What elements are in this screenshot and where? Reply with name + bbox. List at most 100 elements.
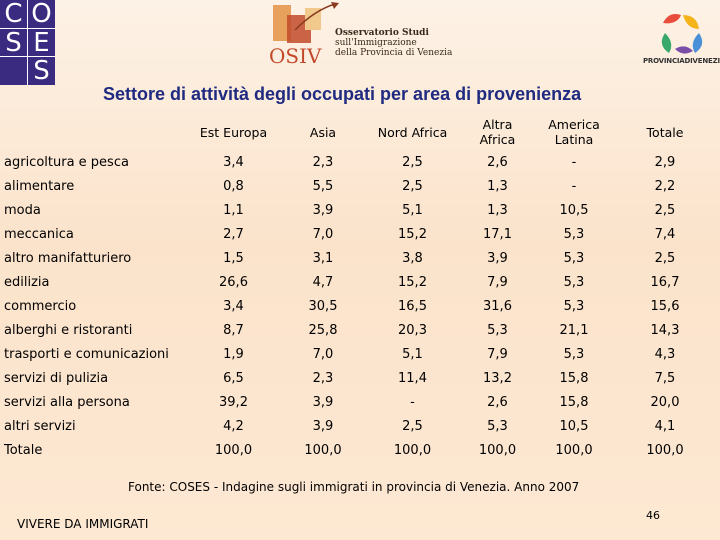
table-cell: 1,9 <box>223 346 244 362</box>
table-cell: - <box>571 154 577 170</box>
table-cell: 2,5 <box>402 178 423 194</box>
row-label: agricoltura e pesca <box>4 154 129 170</box>
column-header: Altra Africa <box>479 117 516 147</box>
table-cell: 3,9 <box>487 250 508 266</box>
table-cell: 4,3 <box>654 346 676 362</box>
page-title: Settore di attività degli occupati per a… <box>103 84 582 104</box>
logo-letter: S <box>33 56 50 86</box>
table-cell: 2,5 <box>402 154 423 170</box>
table-cell: 3,9 <box>312 418 334 434</box>
table-cell: 100,0 <box>478 442 517 458</box>
table-cell: 31,6 <box>483 298 512 314</box>
page-number: 46 <box>646 509 660 522</box>
table-cell: 3,9 <box>312 202 334 218</box>
table-header-row: Est Europa Asia Nord Africa Altra Africa… <box>0 114 713 150</box>
table-cell: 100,0 <box>393 442 432 458</box>
table-row: altri servizi 4,2 3,9 2,5 5,3 10,5 4,1 <box>0 414 713 438</box>
column-header: America Latina <box>548 117 600 147</box>
table-cell: 2,3 <box>312 370 334 386</box>
table-cell: 15,2 <box>398 226 427 242</box>
table-cell: 5,3 <box>487 322 508 338</box>
table-cell: 2,2 <box>654 178 676 194</box>
logo-letter: S <box>5 28 22 58</box>
table-cell: - <box>571 178 577 194</box>
table-cell: 5,5 <box>312 178 334 194</box>
table-row: meccanica 2,7 7,0 15,2 17,1 5,3 7,4 <box>0 222 713 246</box>
table-cell: - <box>410 394 415 410</box>
table-cell: 3,8 <box>402 250 423 266</box>
table-cell: 6,5 <box>223 370 244 386</box>
table-cell: 14,3 <box>650 322 680 338</box>
footer-title: VIVERE DA IMMIGRATI <box>17 517 149 531</box>
table-cell: 30,5 <box>308 298 338 314</box>
table-cell: 100,0 <box>555 442 593 458</box>
row-label: meccanica <box>4 226 74 242</box>
table-cell: 1,1 <box>223 202 244 218</box>
table-cell: 3,4 <box>223 154 244 170</box>
table-row: moda 1,1 3,9 5,1 1,3 10,5 2,5 <box>0 198 713 222</box>
table-cell: 11,4 <box>398 370 427 386</box>
column-header: Nord Africa <box>377 124 448 140</box>
source-note: Fonte: COSES - Indagine sugli immigrati … <box>128 480 580 494</box>
table-cell: 20,3 <box>398 322 427 338</box>
table-cell: 2,5 <box>654 202 676 218</box>
table-cell: 2,7 <box>223 226 244 242</box>
table-cell: 5,3 <box>487 418 508 434</box>
row-label: alimentare <box>4 178 75 194</box>
table-cell: 21,1 <box>559 322 589 338</box>
table-cell: 39,2 <box>219 394 248 410</box>
table-row: altro manifatturiero 1,5 3,1 3,8 3,9 5,3 2,5 <box>0 246 713 270</box>
table-cell: 20,0 <box>650 394 680 410</box>
table-row: Totale 100,0 100,0 100,0 100,0 100,0 100,0 <box>0 438 713 462</box>
table-cell: 15,8 <box>559 370 589 386</box>
column-header: Totale <box>646 124 684 140</box>
row-label: altri servizi <box>4 418 76 434</box>
osiv-text: Osservatorio Studi sull'Immigrazione del… <box>335 28 453 58</box>
provincia-text: PROVINCIADIVENEZIA <box>643 57 720 65</box>
osiv-brand: OSIV <box>269 44 322 68</box>
table-cell: 4,7 <box>312 274 334 290</box>
table-cell: 5,3 <box>563 298 585 314</box>
table-cell: 2,9 <box>654 154 676 170</box>
table-cell: 1,3 <box>487 202 508 218</box>
table-row: edilizia 26,6 4,7 15,2 7,9 5,3 16,7 <box>0 270 713 294</box>
table-cell: 5,1 <box>402 346 423 362</box>
table-cell: 4,2 <box>223 418 244 434</box>
table-cell: 5,3 <box>563 250 585 266</box>
row-label: alberghi e ristoranti <box>4 322 133 338</box>
table-cell: 4,1 <box>654 418 676 434</box>
table-cell: 10,5 <box>559 202 589 218</box>
column-header: Est Europa <box>199 124 268 140</box>
table-cell: 0,8 <box>223 178 244 194</box>
logo-letter: C <box>4 0 23 29</box>
table-cell: 16,7 <box>650 274 680 290</box>
row-label: altro manifatturiero <box>4 250 132 266</box>
table-cell: 2,3 <box>312 154 334 170</box>
logo-letter: O <box>31 0 52 29</box>
row-label: servizi alla persona <box>4 394 130 410</box>
table-cell: 13,2 <box>483 370 512 386</box>
row-label: moda <box>4 202 41 218</box>
table-cell: 3,1 <box>312 250 334 266</box>
table-cell: 2,6 <box>487 394 508 410</box>
table-cell: 25,8 <box>308 322 338 338</box>
table-row: agricoltura e pesca 3,4 2,3 2,5 2,6 - 2,9 <box>0 150 713 174</box>
table-cell: 7,4 <box>654 226 676 242</box>
table-cell: 15,2 <box>398 274 427 290</box>
row-label: commercio <box>4 298 77 314</box>
row-label: edilizia <box>4 274 50 290</box>
table-row: commercio 3,4 30,5 16,5 31,6 5,3 15,6 <box>0 294 713 318</box>
table-row: alimentare 0,8 5,5 2,5 1,3 - 2,2 <box>0 174 713 198</box>
table-cell: 8,7 <box>223 322 244 338</box>
table-row: trasporti e comunicazioni 1,9 7,0 5,1 7,9 5,3… <box>0 342 713 366</box>
table-cell: 1,5 <box>223 250 244 266</box>
table-cell: 2,5 <box>402 418 423 434</box>
row-label: trasporti e comunicazioni <box>4 346 169 362</box>
column-header: Asia <box>309 124 337 140</box>
table-cell: 7,9 <box>487 274 508 290</box>
row-label: servizi di pulizia <box>4 370 109 386</box>
table-cell: 17,1 <box>483 226 512 242</box>
table-cell: 5,1 <box>402 202 423 218</box>
table-cell: 3,4 <box>223 298 244 314</box>
table-cell: 100,0 <box>214 442 253 458</box>
